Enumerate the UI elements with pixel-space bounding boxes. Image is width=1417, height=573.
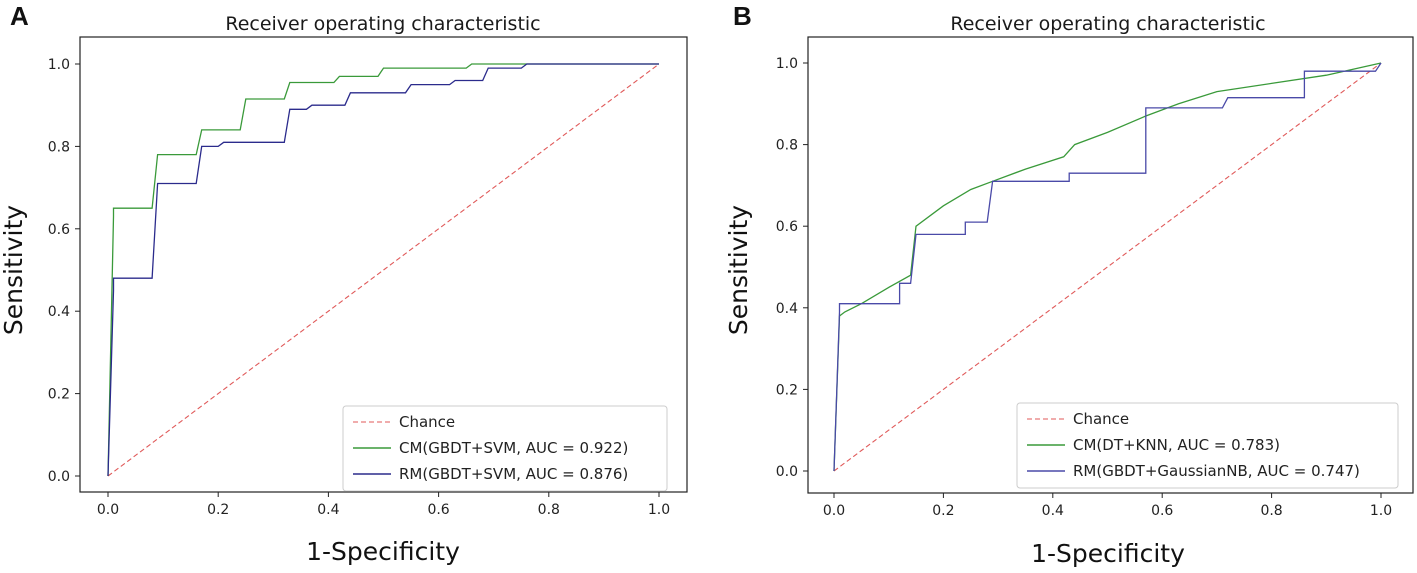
series-line-chance	[107, 63, 660, 477]
series-line-cm	[833, 62, 1382, 472]
legend-box	[342, 405, 668, 492]
panel-label: A	[10, 1, 29, 31]
x-tick-label: 0.4	[1042, 503, 1064, 519]
roc-panel-a: A Receiver operating characteristic 0.0 0.2…	[0, 1, 688, 566]
y-tick-label: 0.2	[776, 382, 798, 398]
y-tick-label: 0.0	[776, 464, 798, 480]
legend-label: Chance	[1073, 410, 1129, 428]
legend-label: RM(GBDT+SVM, AUC = 0.876)	[399, 465, 628, 483]
chart-title: Receiver operating characteristic	[225, 13, 540, 35]
x-tick-label: 0.8	[1260, 503, 1282, 519]
x-tick-label: 0.0	[823, 503, 845, 519]
y-axis-label: Sensitivity	[0, 205, 28, 335]
y-axis-label: Sensitivity	[724, 205, 753, 335]
x-tick-label: 1.0	[648, 502, 670, 518]
series-line-chance	[833, 62, 1382, 472]
legend: Chance CM(DT+KNN, AUC = 0.783) RM(GBDT+Gau…	[1016, 402, 1399, 489]
legend-label: Chance	[399, 413, 455, 431]
x-tick-label: 0.2	[932, 503, 954, 519]
x-tick-label: 0.8	[538, 502, 560, 518]
y-tick-label: 0.0	[48, 469, 70, 485]
y-tick-label: 0.2	[48, 387, 70, 403]
legend-label: CM(DT+KNN, AUC = 0.783)	[1073, 436, 1280, 454]
x-axis-label: 1-Specificity	[306, 537, 460, 566]
x-tick-label: 0.0	[97, 502, 119, 518]
legend-label: CM(GBDT+SVM, AUC = 0.922)	[399, 439, 628, 457]
x-tick-label: 1.0	[1370, 503, 1392, 519]
x-tick-label: 0.4	[317, 502, 339, 518]
x-tick-label: 0.6	[1151, 503, 1173, 519]
x-tick-label: 0.6	[427, 502, 449, 518]
x-axis-label: 1-Specificity	[1031, 539, 1185, 568]
x-tick-label: 0.2	[207, 502, 229, 518]
series-line-cm	[107, 63, 659, 477]
y-tick-label: 1.0	[776, 56, 798, 72]
y-tick-label: 0.8	[776, 138, 798, 154]
y-tick-label: 0.6	[48, 222, 70, 238]
y-tick-label: 0.4	[48, 304, 70, 320]
plot-frame	[807, 36, 1414, 494]
panel-label: B	[733, 1, 752, 31]
series-line-rm	[833, 62, 1382, 472]
legend-box	[1016, 402, 1399, 489]
plot-frame	[79, 36, 688, 493]
legend: Chance CM(GBDT+SVM, AUC = 0.922) RM(GBDT+S…	[342, 405, 668, 492]
legend-label: RM(GBDT+GaussianNB, AUC = 0.747)	[1073, 462, 1360, 480]
y-tick-label: 0.4	[776, 301, 798, 317]
y-tick-label: 0.8	[48, 139, 70, 155]
y-tick-label: 0.6	[776, 219, 798, 235]
series-line-rm	[107, 63, 659, 477]
y-tick-label: 1.0	[48, 57, 70, 73]
roc-panel-b: B Receiver operating characteristic 0.0 0.2…	[724, 1, 1414, 568]
chart-title: Receiver operating characteristic	[950, 13, 1265, 35]
